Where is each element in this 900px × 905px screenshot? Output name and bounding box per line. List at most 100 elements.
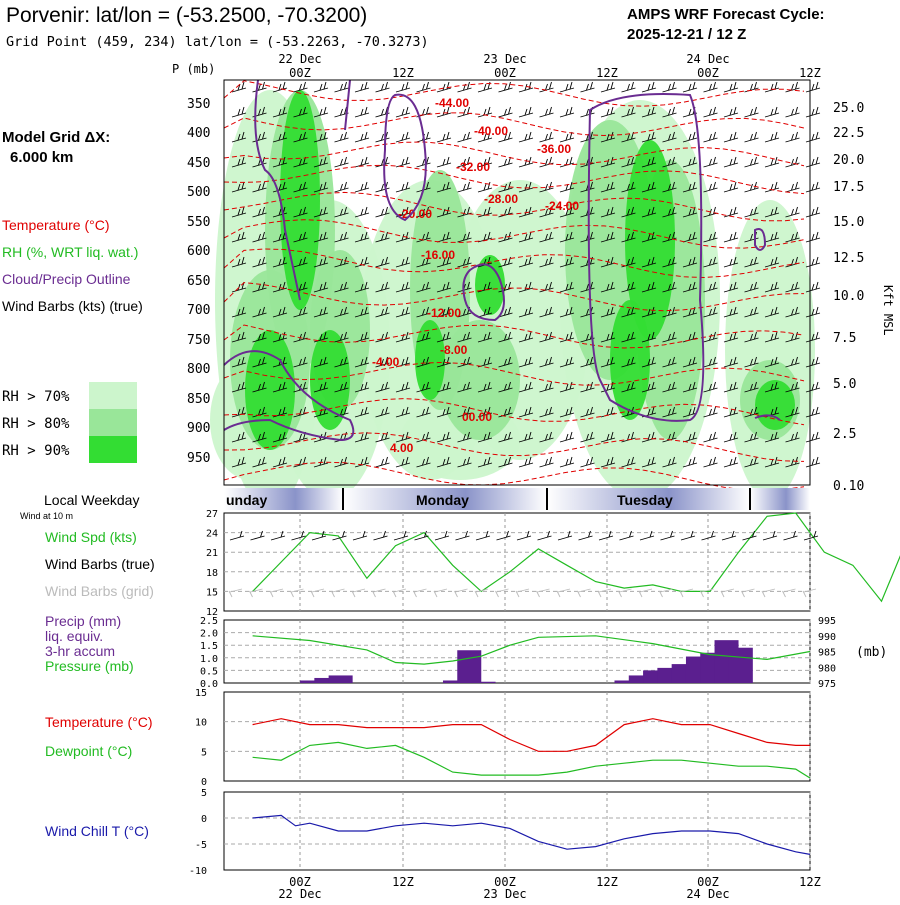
wind-barb (682, 231, 698, 243)
wind-barb (272, 431, 288, 443)
wind-barb (395, 381, 411, 393)
wind-barb (395, 131, 411, 143)
wind-barb (498, 306, 513, 318)
wind-barb (621, 381, 636, 393)
temperature-contour (223, 361, 805, 386)
pressure-tick-label: 700 (187, 303, 210, 318)
wind-barb (416, 206, 431, 218)
wind-barb (477, 181, 493, 193)
wind-barb (416, 256, 431, 268)
wind-barb (600, 206, 616, 218)
wind-barb (498, 81, 513, 93)
temperature-contour (223, 141, 805, 167)
wind-barb (354, 381, 370, 393)
wind-barb (723, 406, 739, 418)
temperature-contour (223, 461, 805, 492)
wind-barb (354, 131, 370, 143)
temperature-contour (223, 248, 805, 279)
wind-barb (313, 381, 329, 393)
wind-barb (641, 81, 657, 93)
wind-barb-grid (351, 588, 366, 598)
wind-barb (662, 356, 677, 368)
wind-barb (600, 456, 616, 468)
bottom-time-tick: 12Z (799, 875, 821, 889)
precip-bar (442, 680, 467, 683)
wind-barb (723, 231, 739, 243)
wind-barb (703, 431, 718, 443)
cloud-outline (383, 93, 427, 222)
wind-barb (272, 381, 288, 393)
rh-region (475, 255, 505, 315)
wind-barb (231, 306, 247, 318)
bottom-time-tick: 00Z (697, 875, 719, 889)
wind-barb (682, 356, 698, 368)
cloud-outline (462, 263, 505, 322)
wind-barb (805, 306, 821, 318)
pressure-tick-label: 990 (818, 632, 836, 643)
temperature-contour (223, 191, 805, 222)
wind-barb (518, 456, 534, 468)
wind-barb (334, 231, 349, 243)
wind-barb (621, 331, 636, 343)
wind-barb (252, 331, 267, 343)
wind-barb (498, 106, 513, 118)
wind-barb-grid (515, 588, 530, 598)
wind-barb (334, 206, 349, 218)
wind-speed-line (252, 512, 900, 603)
wind-barb (785, 356, 800, 368)
rh-legend-swatch (89, 382, 137, 409)
contour-label: 00.00 (462, 410, 492, 424)
contour-label: -32.00 (456, 160, 490, 174)
wind-barb (252, 306, 267, 318)
wind-barb-true (352, 530, 368, 541)
wind-barb-grid (720, 588, 735, 598)
wind-barb (272, 331, 288, 343)
wind-barb (498, 356, 513, 368)
legend-item: Cloud/Precip Outline (2, 271, 131, 287)
wind-barb (621, 306, 636, 318)
wind-barb-true (598, 530, 614, 541)
wind-barb (375, 431, 390, 443)
contour-label: -16.00 (421, 248, 455, 262)
contour-label: -40.00 (474, 124, 508, 138)
wind-barb (272, 181, 288, 193)
wind-barb-true (393, 530, 409, 541)
wind-barb-grid (249, 588, 263, 598)
rh-region (310, 330, 350, 430)
wind-barb (231, 406, 247, 418)
y-tick-label: 0.0 (200, 679, 218, 690)
y-tick-label: 15 (195, 688, 207, 699)
wind-barb (785, 206, 800, 218)
wind-barb (559, 281, 575, 293)
wind-barb-grid (290, 588, 304, 598)
wind-barb (436, 381, 452, 393)
wind-barb (354, 231, 370, 243)
wind-barb (231, 181, 247, 193)
y-tick-label: 0 (201, 814, 207, 825)
wind-barb (662, 231, 677, 243)
wind-barb (785, 331, 800, 343)
wind-barb (498, 456, 513, 468)
wind-barb (723, 256, 739, 268)
wind-barb (621, 81, 636, 93)
wind-barb (436, 131, 452, 143)
wind-barb (395, 406, 411, 418)
wind-barb (457, 131, 472, 143)
wind-barb (539, 406, 554, 418)
precip-bar (728, 647, 753, 683)
wind-barb (313, 256, 329, 268)
altitude-tick-label: 25.0 (833, 101, 864, 116)
altitude-tick-label: 15.0 (833, 215, 864, 230)
top-date-label: 22 Dec (278, 52, 321, 66)
pressure-tick-label: 995 (818, 616, 836, 627)
wind-barb (662, 81, 677, 93)
wind-barb (272, 156, 288, 168)
y-tick-label: 0.5 (200, 666, 218, 677)
wind-barb (662, 131, 677, 143)
precip-legend-item: Precip (mm) (45, 613, 121, 629)
top-date-label: 23 Dec (483, 52, 526, 66)
time-axes: 00Z 00Z 12Z 12Z 00Z 00Z 12Z 12Z 00Z 00Z 12Z 12Z 22 D… (278, 52, 821, 901)
wind-barb (354, 406, 370, 418)
weekday-label: Tuesday (617, 492, 673, 508)
wind-barb (313, 331, 329, 343)
